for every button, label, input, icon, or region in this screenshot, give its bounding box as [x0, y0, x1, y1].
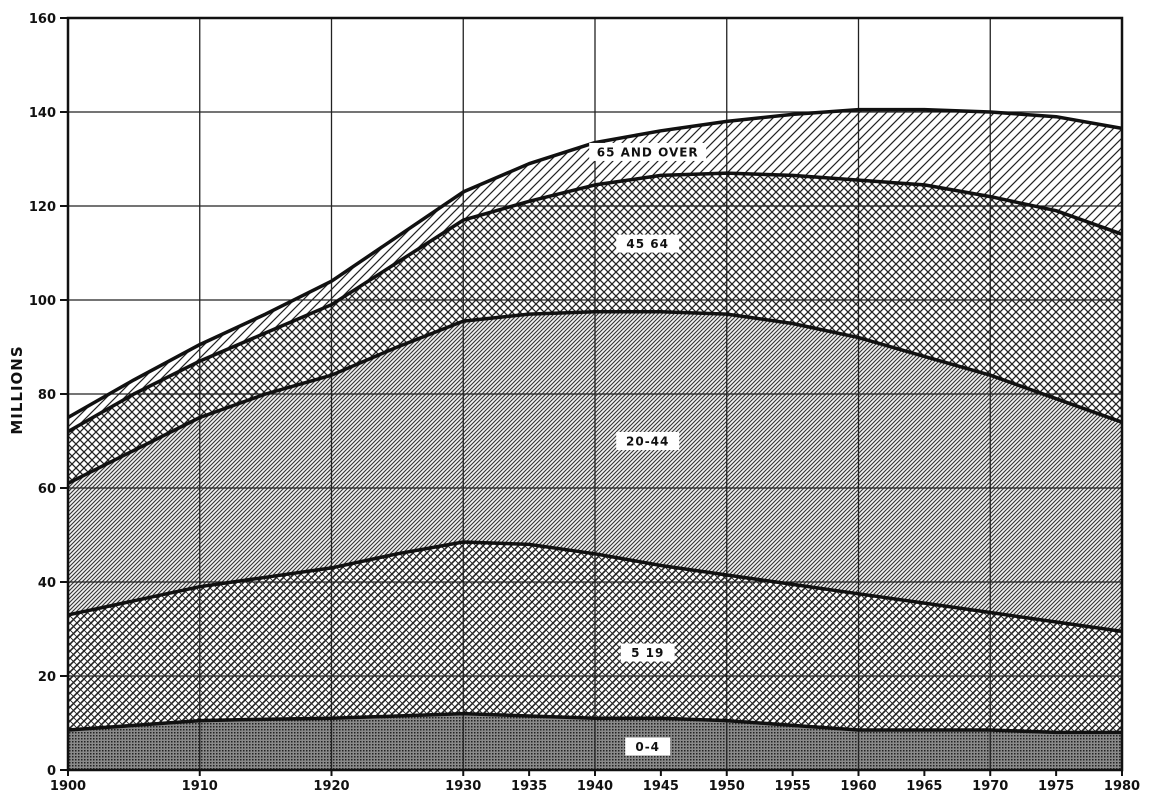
- band-label-bg: [589, 142, 707, 161]
- axes: 0 20 40 60 80 100 120 140 160 1900 1910 1920 1930 193…: [29, 12, 1140, 794]
- series-line-0-4: [67, 711, 1122, 735]
- band-label-45-64: 45 64: [616, 234, 680, 253]
- x-tick-label: 1955: [775, 779, 811, 794]
- series-line-5-19: [67, 540, 1123, 634]
- band-label-text: 0-4: [635, 740, 660, 754]
- y-tick-label: 60: [38, 482, 56, 497]
- band-label-65-and-over: 65 AND OVER: [589, 142, 707, 161]
- band-label-5-19: 5 19: [620, 643, 675, 662]
- series-line-20-44: [67, 310, 1123, 485]
- y-tick-label: 40: [38, 576, 56, 591]
- band-label-0-4: 0-4: [625, 737, 671, 756]
- x-tick-label: 1970: [972, 779, 1008, 794]
- band-label-20-44: 20-44: [616, 432, 680, 450]
- x-tick-label: 1900: [50, 779, 86, 794]
- band-label-bg: [625, 737, 671, 756]
- y-axis-label: MILLIONS: [8, 345, 26, 434]
- x-tick-label: 1965: [906, 779, 942, 794]
- y-tick-label: 100: [29, 294, 56, 309]
- x-tick-label: 1935: [511, 779, 547, 794]
- band-label-bg: [616, 234, 680, 253]
- band-label-bg: [616, 432, 680, 450]
- y-tick-label: 140: [29, 106, 56, 121]
- band-label-text: 5 19: [631, 646, 664, 660]
- y-tick-label: 160: [29, 12, 56, 27]
- x-tick-label: 1980: [1104, 779, 1140, 794]
- x-tick-label: 1950: [709, 779, 745, 794]
- series-line-65-and-over: [67, 107, 1123, 420]
- band-label-text: 20-44: [626, 435, 669, 449]
- boundary-lines: [67, 107, 1123, 735]
- band-labels: 65 AND OVER 45 64 20-44 5 19 0-4: [589, 142, 707, 756]
- x-tick-label: 1975: [1038, 779, 1074, 794]
- band-label-text: 45 64: [626, 237, 669, 251]
- y-tick-label: 20: [38, 670, 56, 685]
- x-tick-label: 1960: [840, 779, 876, 794]
- series-line-45-64: [67, 171, 1123, 434]
- y-tick-label: 80: [38, 388, 56, 403]
- x-tick-label: 1945: [643, 779, 679, 794]
- y-tick-label: 0: [47, 764, 56, 779]
- y-tick-label: 120: [29, 200, 56, 215]
- band-label-text: 65 AND OVER: [597, 145, 699, 159]
- x-tick-label: 1940: [577, 779, 613, 794]
- x-tick-label: 1930: [445, 779, 481, 794]
- x-tick-label: 1920: [313, 779, 349, 794]
- band-label-bg: [620, 643, 675, 662]
- x-tick-label: 1910: [182, 779, 218, 794]
